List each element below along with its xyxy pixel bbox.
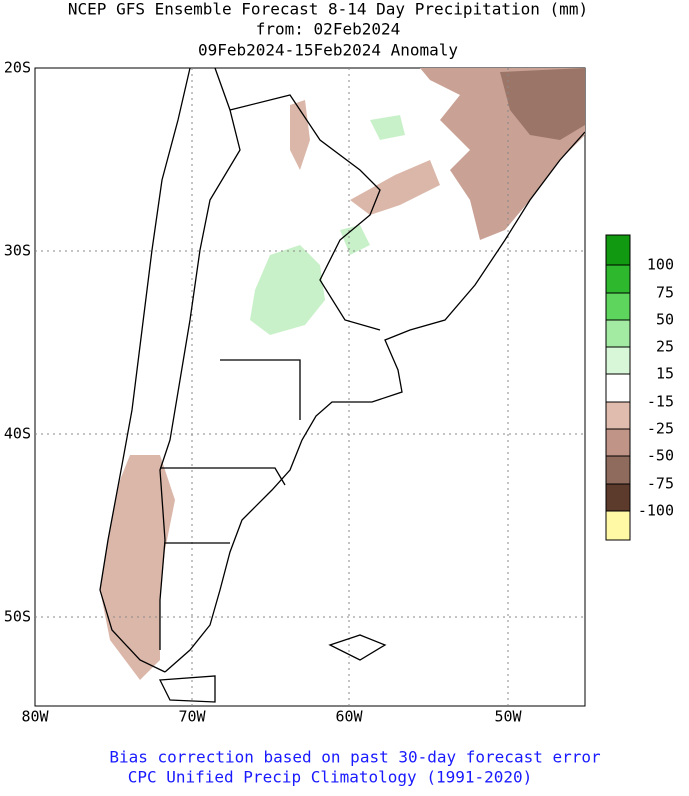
footer-line: CPC Unified Precip Climatology (1991-202… [128,768,533,787]
lat-label: 20S [4,59,31,77]
lat-label: 40S [4,425,31,443]
title-line: NCEP GFS Ensemble Forecast 8-14 Day Prec… [68,0,588,19]
legend-label: 50 [656,311,674,329]
anomaly-area [100,455,175,680]
anomaly-area [340,225,370,255]
lon-label: 80W [21,708,49,726]
footer-line: Bias correction based on past 30-day for… [109,748,601,767]
map [34,67,586,707]
lat-label: 50S [4,608,31,626]
legend-swatch [605,483,631,512]
lat-label: 30S [4,242,31,260]
legend-label: -25 [647,420,674,438]
lon-label: 60W [335,708,363,726]
legend-label: -15 [647,393,674,411]
anomaly-area [500,68,585,140]
legend-label: 25 [656,338,674,356]
lon-label: 70W [178,708,206,726]
legend-swatch [605,234,631,266]
coastline [99,67,586,703]
legend-swatch [605,401,631,430]
legend-swatch [605,264,631,294]
title-line: from: 02Feb2024 [256,20,401,39]
legend-swatch [605,428,631,457]
legend-label: -50 [647,447,674,465]
legend-label: -100 [638,502,674,520]
anomaly-area [250,245,325,335]
anomaly-area [370,115,405,140]
legend-swatch [605,510,631,541]
legend-label: -75 [647,475,674,493]
legend-swatch [605,346,631,375]
legend-swatch [605,373,631,403]
title-block: NCEP GFS Ensemble Forecast 8-14 Day Prec… [68,0,588,60]
legend-swatch [605,319,631,348]
title-line: 09Feb2024-15Feb2024 Anomaly [198,41,458,60]
anomaly-area [350,160,440,215]
legend-swatch [605,455,631,485]
legend-label: 100 [647,256,674,274]
legend: 100 75 50 25 15 -15 -25 -50 -75 -100 [605,234,674,541]
lon-label: 50W [494,708,522,726]
graticule [35,68,585,706]
legend-label: 75 [656,284,674,302]
legend-label: 15 [656,365,674,383]
legend-swatch [605,292,631,321]
